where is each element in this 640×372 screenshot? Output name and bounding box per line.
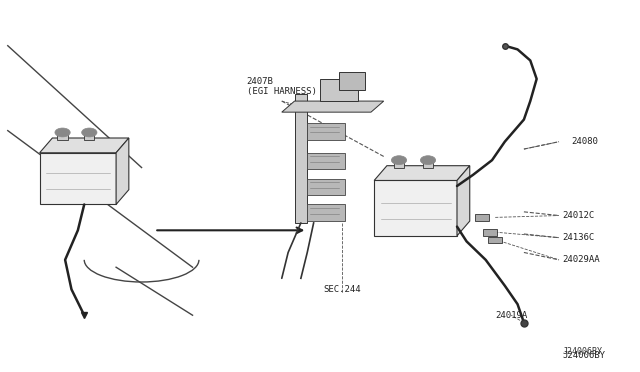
Text: 24136C: 24136C bbox=[562, 233, 595, 242]
Polygon shape bbox=[457, 166, 470, 236]
Bar bbox=[307, 153, 346, 169]
Bar bbox=[374, 180, 457, 236]
Circle shape bbox=[420, 156, 436, 164]
Bar bbox=[320, 79, 358, 101]
Circle shape bbox=[392, 156, 406, 164]
Text: 24012C: 24012C bbox=[562, 211, 595, 220]
Text: J24006BY: J24006BY bbox=[562, 347, 602, 356]
Bar bbox=[58, 132, 68, 140]
Polygon shape bbox=[294, 94, 307, 223]
Bar bbox=[307, 205, 346, 221]
Bar bbox=[307, 179, 346, 195]
Bar bbox=[475, 214, 489, 221]
Polygon shape bbox=[282, 101, 384, 112]
Bar bbox=[339, 71, 365, 90]
Polygon shape bbox=[116, 138, 129, 205]
Text: 24029AA: 24029AA bbox=[562, 255, 600, 264]
Polygon shape bbox=[40, 138, 129, 153]
Bar bbox=[423, 160, 433, 167]
Bar bbox=[84, 132, 95, 140]
Bar bbox=[394, 160, 404, 167]
Text: SEC.244: SEC.244 bbox=[323, 285, 361, 294]
Text: 24080: 24080 bbox=[572, 137, 598, 146]
Circle shape bbox=[82, 128, 97, 137]
Bar bbox=[483, 229, 497, 236]
Text: 24019A: 24019A bbox=[495, 311, 527, 320]
Bar bbox=[307, 123, 346, 140]
Polygon shape bbox=[374, 166, 470, 180]
Text: 2407B
(EGI HARNESS): 2407B (EGI HARNESS) bbox=[246, 77, 317, 96]
Circle shape bbox=[55, 128, 70, 137]
Bar bbox=[488, 237, 502, 243]
Text: J24006BY: J24006BY bbox=[562, 351, 605, 360]
Bar bbox=[40, 153, 116, 205]
